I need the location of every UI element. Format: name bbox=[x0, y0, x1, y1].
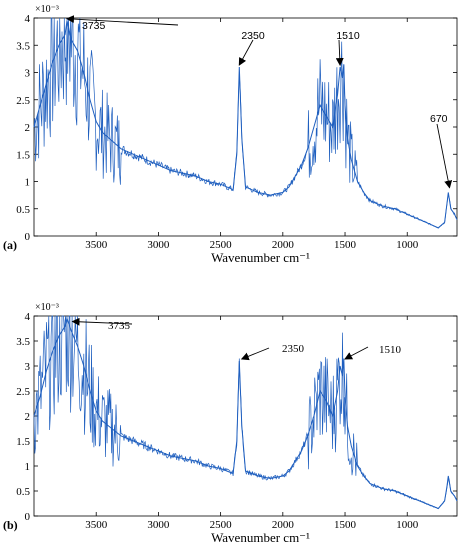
annotation-arrow bbox=[344, 346, 369, 360]
x-tick-label: 2000 bbox=[272, 519, 295, 531]
annotation-label: 1510 bbox=[336, 30, 360, 42]
plot-frame bbox=[33, 17, 458, 237]
y-tick-label: 3.5 bbox=[16, 40, 30, 52]
y-tick-label: 2 bbox=[25, 411, 31, 423]
y-scale-label: ×10⁻³ bbox=[35, 4, 59, 15]
y-tick-label: 2 bbox=[25, 122, 31, 134]
annotations: 3735 2350 1510 670 bbox=[65, 15, 453, 189]
y-tick-label: 0 bbox=[25, 511, 31, 523]
y-tick-label: 3.5 bbox=[16, 336, 30, 348]
y-tick-label: 4 bbox=[25, 311, 31, 323]
annotation-label: 670 bbox=[430, 113, 448, 125]
spectrum-line bbox=[33, 20, 458, 229]
x-tick-label: 3500 bbox=[85, 519, 108, 531]
x-axis-label: Wavenumber cm⁻¹ bbox=[211, 530, 310, 545]
x-tick-label: 2500 bbox=[210, 519, 233, 531]
y-tick-label: 0.5 bbox=[16, 204, 30, 216]
x-tick-label: 3500 bbox=[85, 239, 108, 251]
annotation-label: 1510 bbox=[379, 344, 402, 356]
y-ticks: 0 0.5 1 1.5 2 2.5 3 3.5 4 bbox=[16, 13, 457, 243]
y-tick-label: 1 bbox=[25, 461, 31, 473]
annotation-label: 2350 bbox=[282, 343, 305, 355]
x-tick-label: 3000 bbox=[147, 519, 170, 531]
y-tick-label: 1 bbox=[25, 177, 31, 189]
panel-label: (b) bbox=[3, 518, 18, 532]
x-tick-label: 1000 bbox=[396, 239, 419, 251]
chart-panel-a: ×10⁻³ (a) Wavenumber cm⁻¹ 0 0.5 1 1.5 2 2.5 3 3… bbox=[3, 4, 458, 265]
y-tick-label: 4 bbox=[25, 13, 31, 25]
annotation-arrow bbox=[240, 347, 270, 361]
annotation-arrow bbox=[436, 123, 453, 189]
annotation-label: 3735 bbox=[108, 320, 131, 332]
y-tick-label: 2.5 bbox=[16, 95, 30, 107]
annotations: 3735 2350 1510 bbox=[71, 317, 402, 361]
y-tick-label: 0.5 bbox=[16, 486, 30, 498]
x-axis-label: Wavenumber cm⁻¹ bbox=[211, 250, 310, 265]
annotation-arrow bbox=[65, 15, 179, 26]
annotation-arrow bbox=[335, 39, 344, 67]
x-tick-label: 2500 bbox=[210, 239, 233, 251]
y-tick-label: 1.5 bbox=[16, 149, 30, 161]
x-tick-label: 3000 bbox=[147, 239, 170, 251]
annotation-arrow bbox=[238, 39, 254, 66]
y-tick-label: 0 bbox=[25, 231, 31, 243]
y-tick-label: 3 bbox=[25, 361, 31, 373]
chart-panel-b: ×10⁻³ (b) Wavenumber cm⁻¹ 0 0.5 1 1.5 2 2.5 3 3… bbox=[3, 302, 458, 545]
panel-label: (a) bbox=[3, 238, 17, 252]
x-tick-label: 2000 bbox=[272, 239, 295, 251]
annotation-arrow bbox=[71, 317, 133, 326]
annotation-label: 3735 bbox=[82, 20, 106, 32]
y-tick-label: 2.5 bbox=[16, 386, 30, 398]
x-ticks: 3500 3000 2500 2000 1500 1000 bbox=[85, 316, 419, 531]
y-tick-label: 1.5 bbox=[16, 436, 30, 448]
x-ticks: 3500 3000 2500 2000 1500 1000 bbox=[85, 18, 419, 251]
spectrum-line bbox=[33, 316, 458, 510]
x-tick-label: 1500 bbox=[334, 239, 357, 251]
y-tick-label: 3 bbox=[25, 68, 31, 80]
x-tick-label: 1000 bbox=[396, 519, 419, 531]
y-ticks: 0 0.5 1 1.5 2 2.5 3 3.5 4 bbox=[16, 311, 457, 523]
x-tick-label: 1500 bbox=[334, 519, 357, 531]
annotation-label: 2350 bbox=[241, 30, 265, 42]
y-scale-label: ×10⁻³ bbox=[35, 302, 59, 313]
